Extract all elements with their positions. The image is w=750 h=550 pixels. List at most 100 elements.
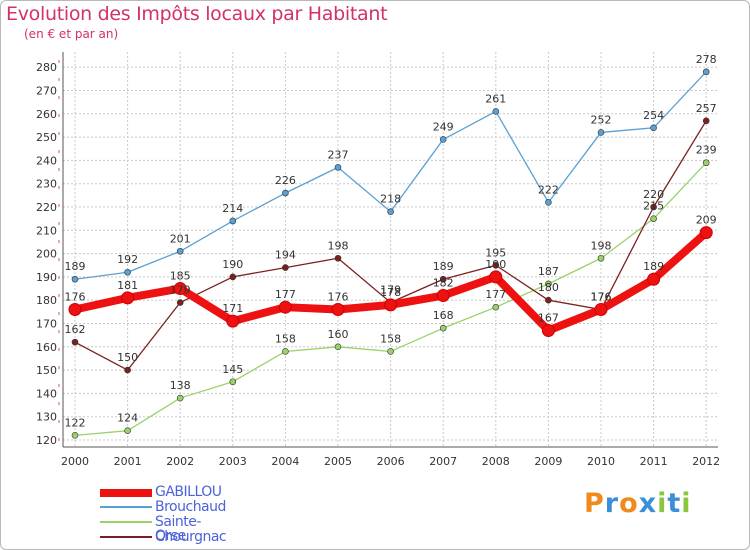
data-label-brouchaud: 237 — [328, 148, 349, 161]
data-point-gabillou — [699, 226, 713, 240]
x-tick-label: 2000 — [61, 455, 89, 468]
legend-swatch-sainte-orse — [100, 521, 152, 523]
data-label-chourgnac: 195 — [485, 246, 506, 259]
data-point-chourgnac — [229, 273, 237, 281]
y-tick-label: 140 — [36, 387, 57, 400]
legend-label-sainte-orse: Sainte-Orse — [155, 514, 201, 544]
data-label-gabillou: 176 — [591, 291, 612, 304]
data-label-chourgnac: 176 — [591, 291, 612, 304]
data-label-gabillou: 182 — [433, 277, 454, 290]
x-tick-label: 2007 — [429, 455, 457, 468]
data-label-sainte_orse: 124 — [117, 412, 138, 425]
legend-swatch-brouchaud — [100, 506, 152, 508]
data-label-gabillou: 181 — [117, 279, 138, 292]
data-label-sainte_orse: 168 — [433, 309, 454, 322]
data-label-gabillou: 171 — [222, 302, 243, 315]
data-point-gabillou — [489, 270, 503, 284]
data-point-brouchaud — [387, 208, 394, 215]
data-point-brouchaud — [492, 108, 500, 115]
data-label-chourgnac: 189 — [433, 260, 454, 273]
data-point-sainte_orse — [282, 348, 289, 355]
x-tick-label: 2001 — [114, 455, 142, 468]
data-label-brouchaud: 189 — [65, 260, 86, 273]
axes: 120 130 140 150 160 170 180 190 200 210 220 230 240 2… — [36, 52, 720, 468]
chart-title: Evolution des Impôts locaux par Habitant — [6, 3, 388, 25]
data-point-gabillou — [226, 314, 240, 328]
data-point-sainte_orse — [545, 280, 552, 288]
data-point-chourgnac — [492, 261, 500, 269]
data-label-chourgnac: 190 — [222, 258, 243, 271]
data-label-gabillou: 177 — [275, 288, 296, 301]
data-label-sainte_orse: 145 — [222, 363, 243, 376]
data-label-sainte_orse: 177 — [485, 288, 506, 301]
data-point-gabillou — [647, 272, 661, 286]
data-point-gabillou — [173, 282, 187, 296]
y-tick-label: 280 — [36, 61, 57, 74]
data-point-chourgnac — [650, 203, 657, 211]
y-tick-label: 170 — [36, 318, 57, 331]
proxiti-logo: Proxiti — [584, 488, 692, 519]
y-tick-label: 120 — [36, 434, 57, 447]
data-label-chourgnac: 162 — [65, 323, 86, 336]
data-label-chourgnac: 198 — [328, 239, 349, 252]
data-point-sainte_orse — [176, 394, 184, 402]
data-labels: 176 181 185 171 177 176 178 182 190 167 176 189 209 1… — [65, 53, 717, 429]
y-tick-label: 160 — [36, 341, 57, 354]
logo-letter: r — [604, 488, 620, 519]
data-point-sainte_orse — [229, 378, 237, 386]
logo-letter: P — [584, 488, 605, 519]
data-label-sainte_orse: 158 — [275, 332, 296, 345]
y-tick-label: 130 — [36, 411, 57, 424]
legend-label-gabillou: GABILLOU — [155, 484, 222, 500]
data-label-chourgnac: 150 — [117, 351, 138, 364]
x-tick-label: 2012 — [692, 455, 720, 468]
data-point-gabillou — [436, 289, 450, 303]
x-tick-label: 2010 — [587, 455, 615, 468]
data-label-chourgnac: 179 — [170, 284, 191, 297]
data-label-brouchaud: 226 — [275, 174, 296, 187]
logo-letter: t — [667, 488, 682, 519]
data-point-brouchaud — [597, 129, 605, 136]
data-label-sainte_orse: 187 — [538, 265, 559, 278]
data-label-gabillou: 176 — [65, 291, 86, 304]
data-point-chourgnac — [702, 117, 710, 125]
data-label-brouchaud: 278 — [696, 53, 717, 66]
grid — [63, 52, 718, 447]
data-point-chourgnac — [124, 366, 131, 374]
x-tick-label: 2009 — [534, 455, 562, 468]
data-point-gabillou — [278, 300, 292, 314]
data-label-gabillou: 178 — [380, 286, 401, 299]
data-label-gabillou: 176 — [328, 291, 349, 304]
data-point-gabillou — [541, 323, 555, 337]
data-label-brouchaud: 261 — [485, 92, 506, 105]
data-point-brouchaud — [439, 136, 447, 143]
y-tick-label: 190 — [36, 271, 57, 284]
logo-letter: x — [638, 488, 658, 519]
data-point-brouchaud — [334, 164, 342, 171]
data-point-chourgnac — [334, 254, 342, 262]
logo-letter: i — [681, 488, 692, 519]
data-label-gabillou: 185 — [170, 270, 191, 283]
data-label-brouchaud: 249 — [433, 120, 454, 133]
x-tick-label: 2008 — [482, 455, 510, 468]
y-tick-label: 150 — [36, 364, 57, 377]
data-label-gabillou: 190 — [485, 258, 506, 271]
data-point-sainte_orse — [334, 343, 342, 351]
data-point-sainte_orse — [492, 303, 500, 311]
series-lines — [68, 68, 713, 439]
data-label-gabillou: 189 — [643, 260, 664, 273]
data-point-gabillou — [331, 303, 345, 317]
chart-subtitle: (en € et par an) — [24, 27, 119, 41]
data-point-brouchaud — [702, 68, 710, 76]
y-tick-label: 200 — [36, 248, 57, 261]
data-label-brouchaud: 254 — [643, 109, 664, 122]
data-label-sainte_orse: 160 — [328, 328, 349, 341]
data-label-brouchaud: 222 — [538, 183, 559, 196]
data-point-sainte_orse — [597, 254, 605, 262]
data-point-brouchaud — [176, 247, 184, 255]
x-tick-label: 2011 — [640, 455, 668, 468]
data-point-brouchaud — [650, 124, 657, 132]
data-point-chourgnac — [176, 299, 184, 306]
data-point-chourgnac — [71, 338, 79, 346]
